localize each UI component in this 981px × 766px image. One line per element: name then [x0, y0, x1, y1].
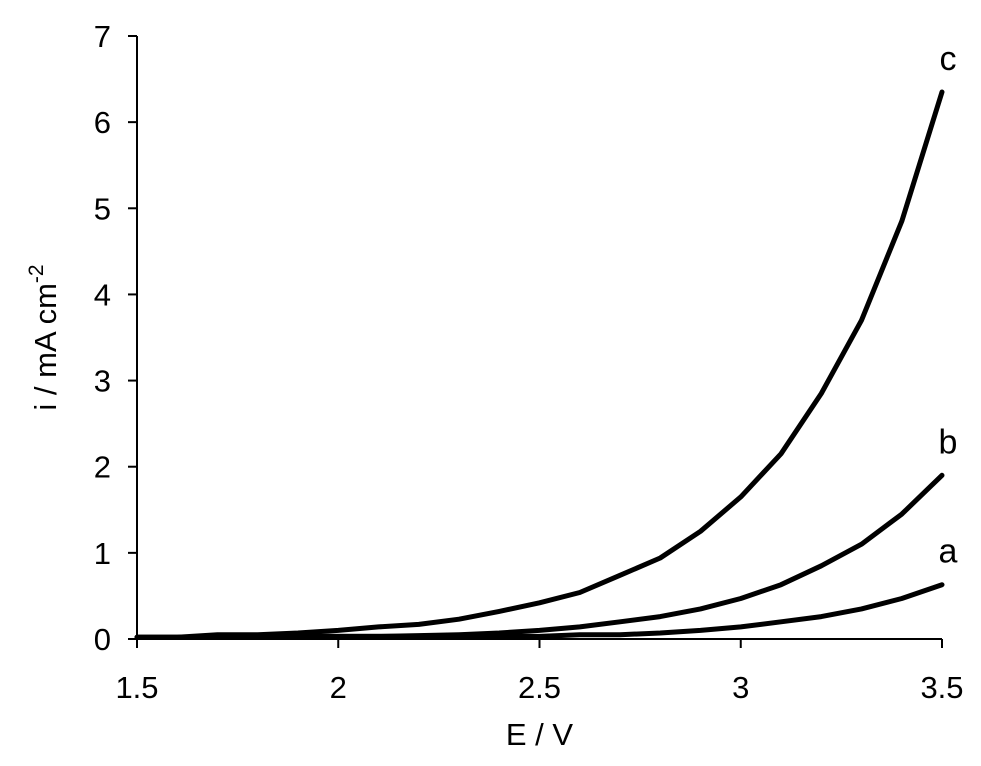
series-group	[134, 89, 945, 640]
x-tick-label: 2.5	[518, 670, 561, 705]
y-tick-label: 3	[94, 364, 111, 399]
y-tick-label: 5	[94, 191, 111, 226]
y-tick-label: 4	[94, 277, 111, 312]
series-label-b: b	[939, 423, 958, 461]
y-tick-label: 0	[94, 622, 111, 657]
y-ticks: 0 1 2 3 4 5 6 7	[94, 19, 137, 657]
series-label-a: a	[939, 533, 958, 571]
y-tick-label: 7	[94, 19, 111, 54]
x-tick-label: 3.5	[920, 670, 963, 705]
x-tick-label: 2	[330, 670, 347, 705]
y-axis-title: i / mA cm-2	[25, 264, 63, 410]
series-labels: a b c	[939, 40, 958, 571]
y-tick-label: 1	[94, 536, 111, 571]
y-axis-title-main: i / mA cm	[28, 283, 63, 410]
x-axis-title: E / V	[506, 717, 574, 752]
series-line-b	[134, 472, 945, 640]
y-axis-title-superscript: -2	[25, 264, 48, 283]
x-tick-label: 1.5	[115, 670, 158, 705]
y-tick-label: 6	[94, 105, 111, 140]
series-line-c	[134, 89, 945, 640]
y-tick-label: 2	[94, 450, 111, 485]
series-label-c: c	[940, 40, 957, 78]
x-tick-label: 3	[732, 670, 749, 705]
x-ticks: 1.5 2 2.5 3 3.5	[115, 639, 964, 705]
